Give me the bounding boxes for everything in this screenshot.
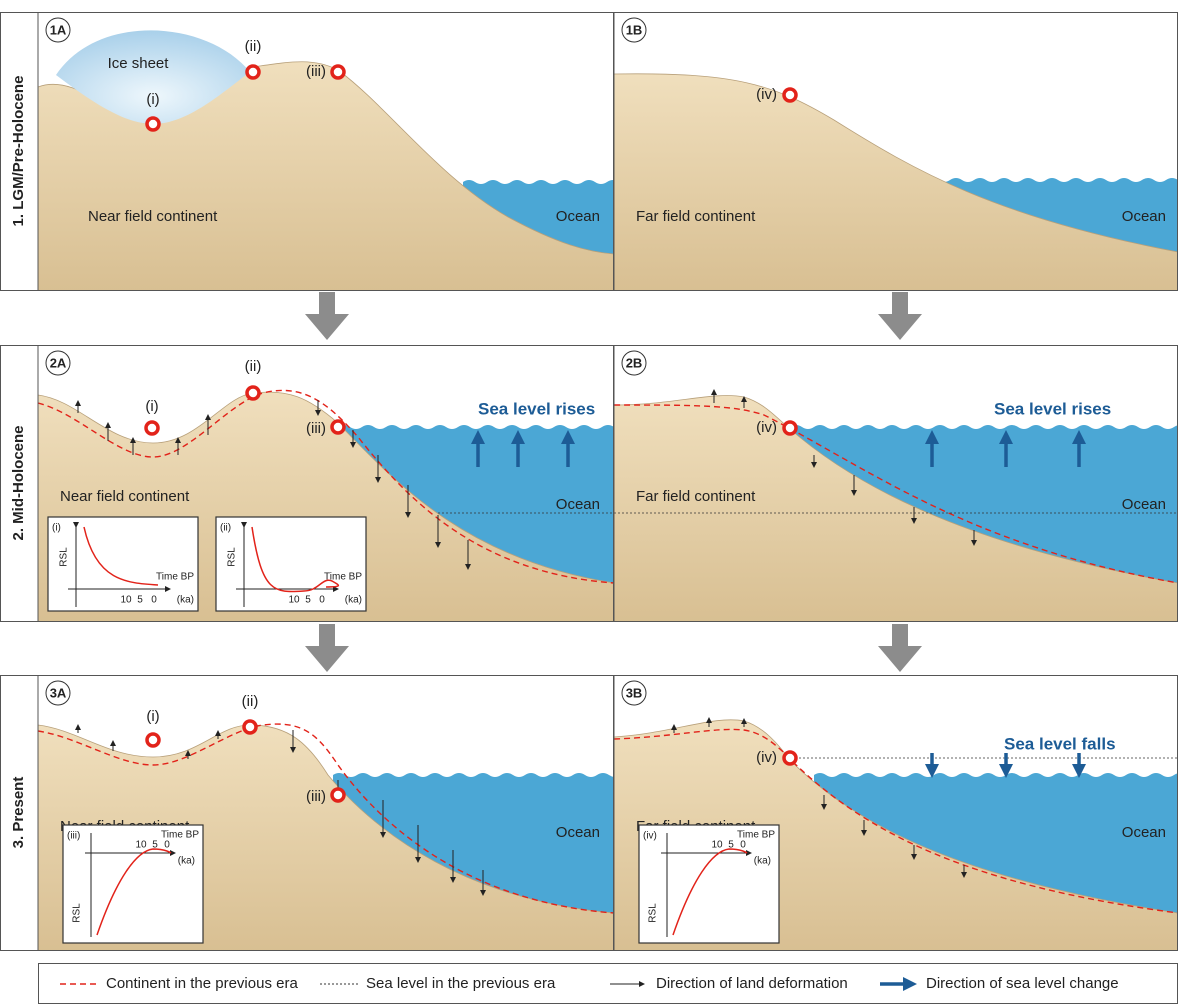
sea-level-note: Sea level falls — [1004, 734, 1116, 753]
inset-x-label: Time BP — [156, 572, 194, 583]
inset-tick: 0 — [151, 595, 157, 606]
ocean-label: Ocean — [556, 496, 600, 513]
site-label: (iv) — [756, 86, 777, 103]
panel-badge: 1B — [626, 22, 643, 37]
sea-level-note: Sea level rises — [994, 399, 1111, 418]
site-marker — [332, 421, 344, 433]
site-marker — [247, 387, 259, 399]
site-marker — [247, 66, 259, 78]
site-label: (ii) — [245, 38, 262, 55]
panel-badge: 3B — [626, 685, 643, 700]
inset-tick: 10 — [288, 595, 300, 606]
continent-label: Far field continent — [636, 488, 756, 505]
site-label: (i) — [146, 91, 159, 108]
transition-arrow — [878, 292, 922, 340]
panel: Sea level fallsFar field continentOcean(… — [612, 675, 1178, 952]
site-label: (iii) — [306, 788, 326, 805]
transition-arrow — [305, 292, 349, 340]
transition-arrow — [878, 624, 922, 672]
panel-badge: 1A — [50, 22, 67, 37]
site-marker — [332, 66, 344, 78]
inset-unit: (ka) — [345, 595, 362, 606]
site-label: (i) — [146, 708, 159, 725]
inset-y-label: RSL — [59, 547, 70, 567]
site-marker — [784, 422, 796, 434]
site-label: (ii) — [245, 358, 262, 375]
inset-tick: 0 — [740, 840, 746, 851]
inset-unit: (ka) — [178, 856, 195, 867]
ocean-label: Ocean — [1122, 496, 1166, 513]
site-marker — [784, 752, 796, 764]
panel-badge: 2B — [626, 355, 643, 370]
inset-box — [63, 825, 203, 943]
panel: Sea level rises Far field continent Ocean (… — [612, 345, 1178, 623]
site-marker — [147, 734, 159, 746]
legend-label: Direction of sea level change — [926, 975, 1119, 992]
row-label: 2. Mid-Holocene — [10, 425, 27, 540]
site-label: (i) — [145, 398, 158, 415]
ocean-label: Ocean — [1122, 824, 1166, 841]
ocean-label: Ocean — [1122, 208, 1166, 225]
continent-label: Far field continent — [636, 208, 756, 225]
inset-tick: 10 — [135, 840, 147, 851]
site-label: (iv) — [756, 419, 777, 436]
legend-label: Sea level in the previous era — [366, 975, 556, 992]
site-label: (ii) — [242, 693, 259, 710]
panel-badge: 3A — [50, 685, 67, 700]
panel: Sea level rises Near field continent Ocean… — [36, 345, 638, 623]
inset-y-label: RSL — [72, 903, 83, 923]
row-label: 3. Present — [10, 777, 27, 849]
ice-label: Ice sheet — [108, 55, 170, 72]
legend-label: Direction of land deformation — [656, 975, 848, 992]
inset-tick: 0 — [319, 595, 325, 606]
inset-unit: (ka) — [754, 856, 771, 867]
site-marker — [784, 89, 796, 101]
panel-badge: 2A — [50, 355, 67, 370]
panel: Far field continent Ocean (iv) 1B — [612, 12, 1178, 292]
continent-label: Near field continent — [88, 208, 218, 225]
ocean-label: Ocean — [556, 824, 600, 841]
inset-label: (iv) — [643, 831, 657, 842]
inset-y-label: RSL — [648, 903, 659, 923]
site-marker — [332, 789, 344, 801]
ocean-label: Ocean — [556, 208, 600, 225]
inset-y-label: RSL — [227, 547, 238, 567]
panel: Near field continentOcean(i)(ii)(iii)(ii… — [36, 675, 638, 952]
inset-label: (i) — [52, 523, 61, 534]
site-marker — [244, 721, 256, 733]
site-label: (iii) — [306, 63, 326, 80]
inset-box — [639, 825, 779, 943]
inset-label: (iii) — [67, 831, 80, 842]
site-label: (iii) — [306, 420, 326, 437]
panel: Ice sheet Near field continent Ocean (i) (ii… — [36, 12, 638, 292]
legend-label: Continent in the previous era — [106, 975, 298, 992]
continent-label: Near field continent — [60, 488, 190, 505]
inset-tick: 10 — [711, 840, 723, 851]
inset-tick: 0 — [164, 840, 170, 851]
inset-tick: 5 — [305, 595, 311, 606]
inset-tick: 10 — [120, 595, 132, 606]
sea-level-note: Sea level rises — [478, 399, 595, 418]
row-label: 1. LGM/Pre-Holocene — [10, 76, 27, 227]
site-marker — [147, 118, 159, 130]
inset-unit: (ka) — [177, 595, 194, 606]
transition-arrow — [305, 624, 349, 672]
site-label: (iv) — [756, 749, 777, 766]
figure: 1. LGM/Pre-Holocene Ice sheet Near field c… — [0, 0, 1178, 1005]
inset-tick: 5 — [137, 595, 143, 606]
inset-label: (ii) — [220, 523, 231, 534]
site-marker — [146, 422, 158, 434]
